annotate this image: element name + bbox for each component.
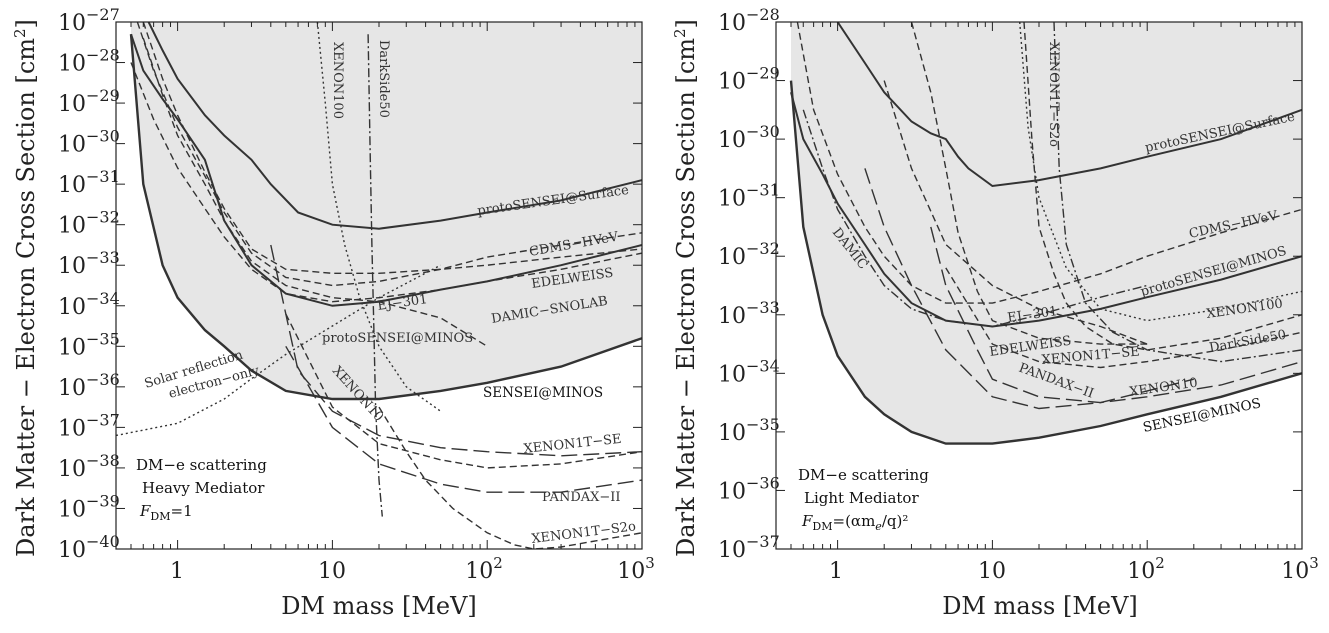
y-tick-label: 10−27	[58, 5, 120, 36]
curve-solar-reflection-electron-only	[116, 264, 441, 437]
y-tick-label: 10−29	[58, 86, 120, 117]
y-tick-label: 10−31	[58, 167, 120, 198]
y-tick-label: 10−37	[58, 410, 120, 441]
y-tick-label: 10−35	[718, 415, 780, 446]
right-x-axis-label: DM mass [MeV]	[942, 592, 1138, 620]
right-excluded-region	[791, 22, 1302, 444]
curve-protosensei-surface	[147, 22, 642, 230]
y-tick-label: 10−33	[58, 248, 120, 279]
left-note-line1: DM−e scattering	[136, 456, 267, 474]
curve-xenon1t-se	[945, 267, 1302, 369]
y-tick-label: 10−37	[718, 532, 780, 563]
left-curves	[116, 22, 642, 549]
curve-darkside50	[367, 34, 383, 517]
left-label-proto-minos: protoSENSEI@MINOS	[322, 331, 473, 346]
curve-damic-snolab	[130, 62, 642, 303]
curve-xenon1t-s2o	[378, 406, 642, 549]
y-tick-label: 10−32	[718, 239, 780, 270]
left-x-tick-label-1: 1	[170, 559, 184, 584]
curve-damic	[802, 109, 1148, 328]
y-tick-label: 10−40	[58, 532, 120, 563]
curve-xenon1t-se	[285, 313, 642, 469]
y-tick-label: 10−36	[58, 370, 120, 401]
y-tick-label: 10−39	[58, 491, 120, 522]
curve-xenon1t-s2o	[1023, 22, 1302, 351]
right-x-tick-label-1: 1	[829, 559, 843, 584]
curve-edelweiss	[142, 22, 642, 274]
y-tick-label: 10−31	[718, 181, 780, 212]
left-x-axis-label: DM mass [MeV]	[281, 592, 477, 620]
curve-cdms-hvev	[136, 22, 642, 287]
curve-pandax-ii	[285, 345, 642, 493]
left-label-ej301: EJ−301	[376, 292, 428, 314]
y-tick-label: 10−34	[718, 356, 780, 387]
right-y-tick-labels: 10−28 10−29 10−30 10−31 10−32 10−33 10−34 10−35…	[718, 5, 780, 563]
y-tick-label: 10−32	[58, 208, 120, 239]
curve-xenon10	[270, 244, 642, 457]
curve-xenon100	[316, 22, 442, 412]
right-x-tick-label-10: 10	[978, 559, 1006, 584]
y-tick-label: 10−38	[58, 451, 120, 482]
right-label-ej301: EJ−301	[1006, 304, 1058, 326]
left-label-darkside50: DarkSide50	[376, 40, 391, 118]
right-note-line1: DM−e scattering	[798, 466, 929, 484]
y-tick-label: 10−28	[58, 46, 120, 77]
y-tick-label: 10−28	[718, 5, 780, 36]
left-y-axis-label: Dark Matter − Electron Cross Section [cm…	[11, 19, 40, 557]
left-x-tick-label-10: 10	[318, 559, 346, 584]
excluded-region-fill	[131, 22, 642, 400]
y-tick-label: 10−35	[58, 329, 120, 360]
y-tick-label: 10−30	[58, 127, 120, 158]
y-tick-label: 10−34	[58, 289, 120, 320]
curve-ej-301	[142, 37, 488, 347]
left-excluded-region	[131, 22, 642, 400]
left-y-tick-labels: 10−27 10−28 10−29 10−30 10−31 10−32 10−33 10−34…	[58, 5, 120, 563]
left-x-tick-label-1000: 103	[617, 554, 655, 584]
left-x-tick-label-100: 102	[465, 554, 503, 584]
left-label-pandax: PANDAX−II	[542, 490, 621, 505]
excluded-region-fill	[791, 22, 1302, 444]
right-note-line3: FDM=(αme/q)²	[801, 512, 908, 533]
curve-protosensei-minos	[790, 92, 1302, 328]
right-note-line2: Light Mediator	[804, 489, 919, 507]
left-ticks	[115, 21, 642, 550]
right-ticks	[775, 21, 1302, 550]
curve-darkside50	[1053, 22, 1302, 363]
left-note-line3: FDM=1	[139, 502, 193, 523]
curve-xenon100	[1019, 22, 1302, 322]
y-tick-label: 10−29	[718, 64, 780, 95]
right-label-xenon1t-s2o: XENON1T−S2o	[1046, 42, 1061, 147]
right-curves	[789, 22, 1302, 445]
y-tick-label: 10−33	[718, 298, 780, 329]
curve-xenon10	[864, 168, 1194, 410]
y-tick-label: 10−30	[718, 122, 780, 153]
curve-cdms-hvev	[796, 22, 1302, 304]
curve-ej-301	[883, 80, 1148, 345]
right-x-tick-label-100: 102	[1127, 554, 1165, 584]
curve-sensei-minos	[789, 80, 1302, 445]
left-label-sensei-minos: SENSEI@MINOS	[483, 385, 603, 401]
curve-edelweiss	[910, 22, 1148, 345]
right-y-axis-label: Dark Matter − Electron Cross Section [cm…	[671, 19, 700, 557]
left-panel: 10−27 10−28 10−29 10−30 10−31 10−32 10−33 10−34…	[11, 5, 655, 620]
left-note-line2: Heavy Mediator	[142, 479, 265, 497]
y-tick-label: 10−36	[718, 473, 780, 504]
left-label-xenon100: XENON100	[330, 42, 345, 119]
curve-sensei-minos	[129, 34, 642, 401]
right-x-tick-label-1000: 103	[1281, 554, 1319, 584]
right-panel: 10−28 10−29 10−30 10−31 10−32 10−33 10−34 10−35…	[671, 5, 1319, 620]
